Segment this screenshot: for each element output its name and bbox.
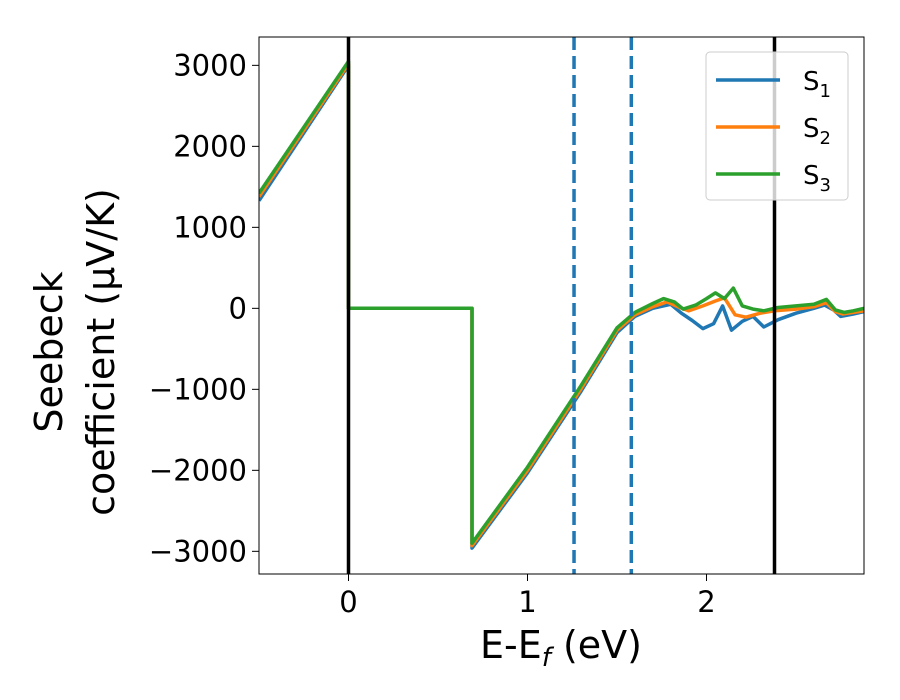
y-tick-label: 3000 [173, 48, 247, 82]
x-axis-label: E-Ef (eV) [480, 623, 642, 673]
x-tick-label: 0 [339, 585, 357, 619]
y-axis-label-line2: coefficient (μV/K) [79, 188, 123, 516]
plot-frame [258, 36, 865, 575]
y-tick-label: −3000 [149, 534, 247, 568]
legend-label-s3: S3 [803, 161, 831, 196]
y-axis-label: Seebeck coefficient (μV/K) [27, 188, 123, 516]
y-tick-label: −2000 [149, 453, 247, 487]
y-tick-label: 2000 [173, 129, 247, 163]
tick-layer: 0 1 2 3000 2000 1000 0 −1000 −2000 −3000 [149, 48, 716, 619]
y-tick-label: 1000 [173, 210, 247, 244]
legend: S1 S2 S3 [705, 51, 849, 201]
legend-label-s1: S1 [803, 67, 831, 102]
y-tick-label: −1000 [149, 372, 247, 406]
y-tick-label: 0 [229, 291, 247, 325]
legend-label-s2: S2 [803, 114, 831, 149]
series-layer [259, 59, 864, 550]
x-tick-label: 2 [697, 585, 715, 619]
series-line-s3 [259, 59, 864, 545]
x-tick-label: 1 [518, 585, 536, 619]
y-axis-label-line1: Seebeck [27, 271, 71, 432]
